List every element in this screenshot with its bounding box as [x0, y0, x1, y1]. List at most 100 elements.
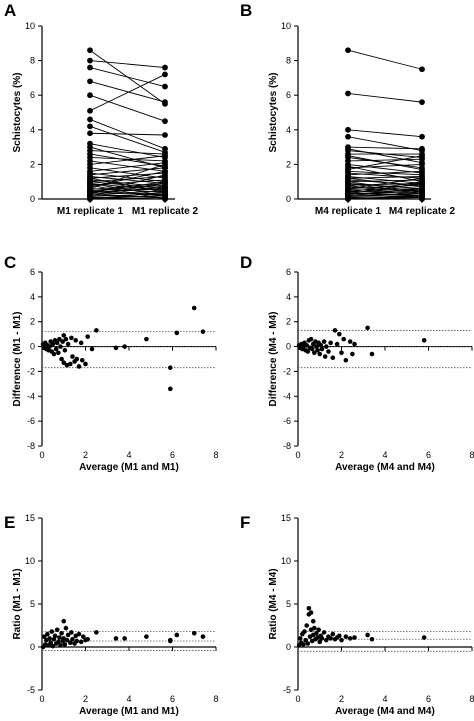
scatter-point — [70, 354, 75, 359]
point-replicate-2 — [162, 71, 168, 78]
chart-panels: 0 2 4 6 8 10 Schistocytes (%) M1 replicate 1 M1 … — [12, 21, 474, 717]
point-replicate-2 — [419, 152, 425, 159]
scatter-point — [67, 640, 73, 645]
point-replicate-1 — [345, 192, 351, 199]
y-tick-label: 10 — [281, 21, 291, 31]
scatter-point — [59, 630, 64, 636]
y-tick-label: 10 — [25, 21, 35, 31]
scatter-point — [305, 641, 311, 646]
x-category-label: M4 replicate 2 — [389, 206, 456, 217]
point-replicate-1 — [87, 64, 93, 71]
point-replicate-2 — [162, 152, 168, 159]
scatter-point — [369, 636, 375, 642]
pair-line — [89, 186, 166, 195]
scatter-point — [326, 349, 331, 354]
scatter-point — [48, 640, 53, 645]
point-replicate-2 — [419, 159, 425, 166]
y-tick-label: 6 — [30, 267, 35, 277]
pair-line — [89, 163, 166, 190]
point-replicate-1 — [345, 145, 351, 152]
scatter-point — [308, 610, 314, 615]
x-tick-label: 2 — [83, 694, 88, 704]
scatter-point — [56, 639, 61, 645]
y-tick-label: -2 — [27, 366, 35, 376]
scatter-point — [67, 361, 73, 367]
scatter-point — [303, 637, 308, 643]
pair-line — [347, 158, 423, 162]
point-replicate-1 — [87, 130, 93, 137]
x-axis-label: Average (M4 and M4) — [335, 462, 435, 473]
chart-f: -5 0 5 10 15 Ratio (M4 - M4) 0 2 4 6 8 Average (M4 … — [268, 513, 474, 717]
y-tick-label: -2 — [283, 366, 291, 376]
point-replicate-1 — [87, 192, 93, 199]
scatter-point — [73, 338, 79, 343]
scatter-point — [53, 346, 59, 352]
y-tick-label: 5 — [286, 599, 291, 609]
scatter-point — [323, 344, 329, 349]
scatter-point — [83, 361, 88, 367]
point-replicate-2 — [162, 99, 168, 106]
y-tick-label: 15 — [281, 513, 291, 523]
chart-c: -8 -6 -4 -2 0 2 4 6 Difference (M1 - M1) 0 2 4 6 8 Ave… — [12, 267, 219, 473]
point-replicate-1 — [345, 133, 351, 140]
scatter-point — [50, 643, 56, 649]
pair-line — [89, 80, 166, 103]
pair-line — [347, 129, 423, 138]
scatter-point — [63, 625, 69, 631]
scatter-point — [62, 642, 68, 647]
scatter-point — [61, 360, 67, 366]
scatter-point — [50, 341, 56, 347]
x-tick-label: 2 — [83, 450, 88, 460]
y-tick-label: 2 — [286, 159, 291, 169]
y-tick-label: 8 — [286, 56, 291, 66]
y-tick-label: 0 — [286, 194, 291, 204]
y-tick-label: 0 — [286, 342, 291, 352]
scatter-point — [322, 354, 328, 359]
scatter-point — [365, 325, 370, 331]
x-tick-label: 0 — [295, 694, 300, 704]
pair-line — [347, 155, 423, 171]
scatter-point — [74, 356, 80, 362]
y-tick-label: 6 — [30, 90, 35, 100]
scatter-point — [302, 629, 307, 634]
y-tick-label: 4 — [30, 125, 35, 135]
scatter-point — [337, 331, 342, 337]
scatter-point — [94, 630, 99, 635]
scatter-point — [78, 340, 84, 346]
pair-line — [89, 172, 166, 183]
y-tick-label: 0 — [286, 642, 291, 652]
scatter-point — [45, 631, 50, 637]
x-tick-label: 0 — [295, 450, 300, 460]
point-replicate-2 — [162, 83, 168, 90]
pair-line — [89, 182, 166, 196]
scatter-point — [200, 329, 206, 334]
chart-b: 0 2 4 6 8 10 Schistocytes (%) M4 replicate 1 M4 … — [268, 21, 456, 217]
scatter-point — [352, 341, 357, 347]
scatter-point — [81, 634, 86, 639]
x-tick-label: 6 — [426, 450, 431, 460]
scatter-point — [317, 351, 323, 357]
x-tick-label: 8 — [213, 694, 218, 704]
panel-label-b: B — [240, 1, 252, 20]
scatter-point — [304, 343, 310, 348]
scatter-point — [330, 355, 336, 361]
scatter-point — [305, 349, 311, 354]
pair-line — [89, 74, 166, 112]
pair-line — [347, 165, 423, 183]
x-axis-label: Average (M1 and M1) — [79, 706, 179, 717]
scatter-point — [76, 364, 82, 369]
point-replicate-2 — [419, 66, 425, 73]
scatter-point — [316, 627, 321, 633]
scatter-point — [47, 344, 52, 349]
y-tick-label: 0 — [30, 642, 35, 652]
scatter-point — [317, 639, 323, 645]
y-tick-label: 4 — [286, 125, 291, 135]
point-replicate-2 — [419, 178, 425, 185]
scatter-point — [319, 636, 325, 641]
x-tick-label: 8 — [469, 694, 474, 704]
pair-line — [347, 193, 423, 196]
point-replicate-2 — [162, 171, 168, 178]
scatter-point — [334, 341, 340, 347]
scatter-point — [168, 386, 173, 392]
